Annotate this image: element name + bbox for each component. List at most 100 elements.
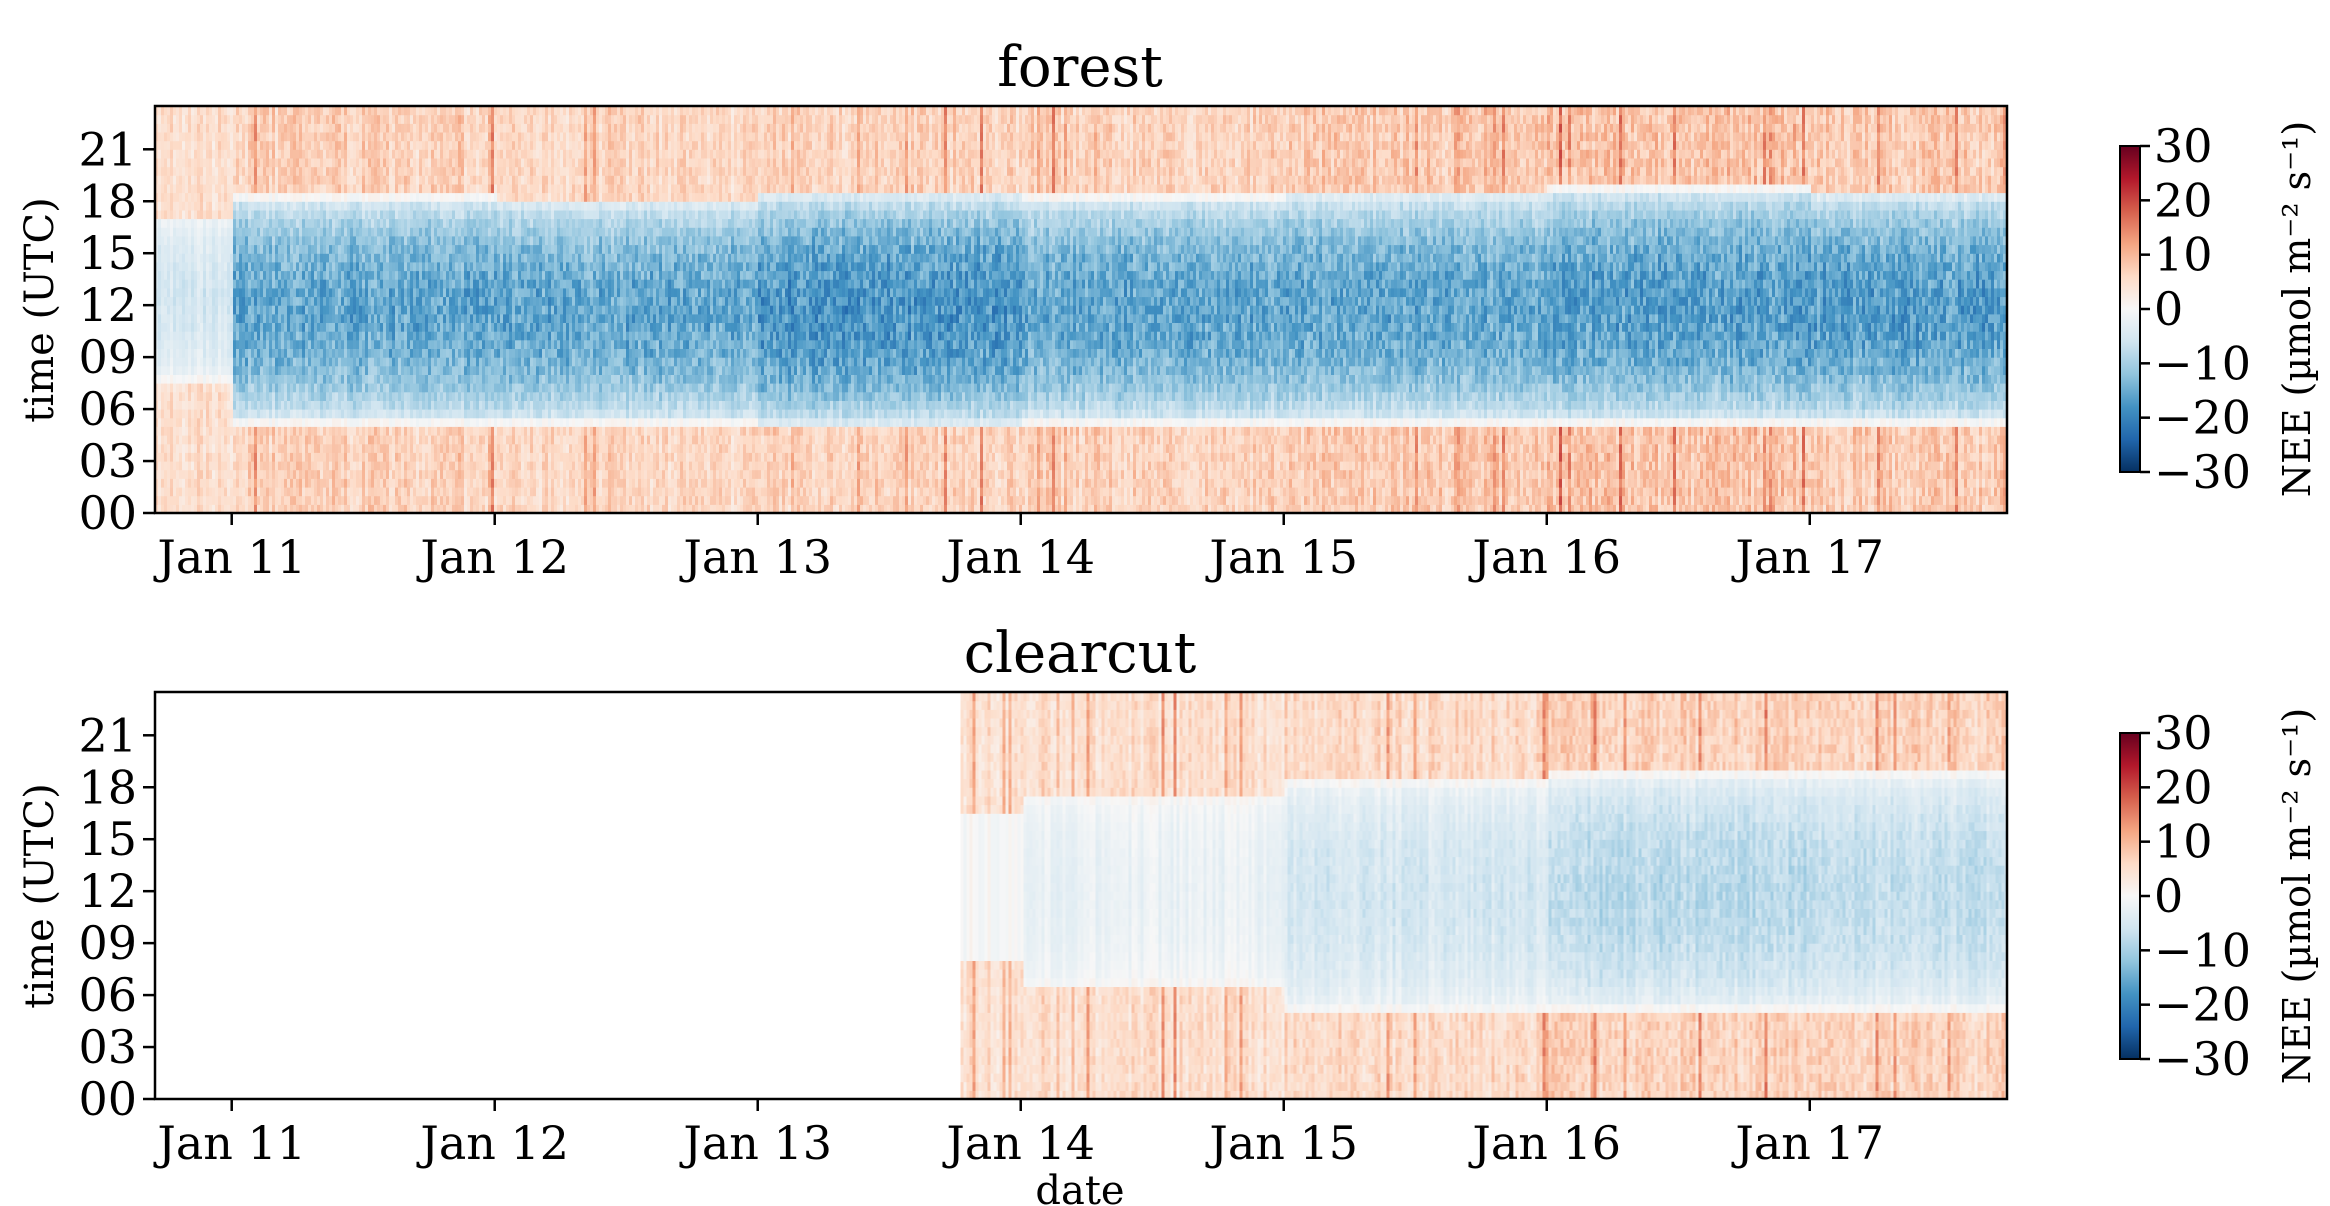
heatmap-cell	[266, 244, 270, 254]
heatmap-cell	[308, 227, 312, 237]
heatmap-cell	[353, 400, 357, 410]
heatmap-cell	[347, 305, 351, 315]
heatmap-cell	[242, 114, 246, 124]
heatmap-cell	[284, 443, 288, 453]
heatmap-cell	[458, 270, 462, 280]
heatmap-cell	[458, 504, 462, 514]
heatmap-cell	[356, 149, 360, 159]
heatmap-cell	[248, 253, 252, 263]
heatmap-cell	[260, 331, 264, 341]
heatmap-cell	[182, 331, 186, 341]
heatmap-cell	[221, 313, 225, 323]
heatmap-cell	[290, 123, 294, 133]
heatmap-cell	[176, 123, 180, 133]
heatmap-cell	[179, 132, 183, 142]
heatmap-cell	[233, 201, 237, 211]
heatmap-cell	[233, 313, 237, 323]
heatmap-cell	[296, 400, 300, 410]
heatmap-cell	[356, 426, 360, 436]
heatmap-cell	[449, 478, 453, 488]
heatmap-cell	[215, 331, 219, 341]
heatmap-cell	[272, 305, 276, 315]
heatmap-cell	[254, 391, 258, 401]
heatmap-cell	[272, 313, 276, 323]
heatmap-cell	[302, 218, 306, 228]
heatmap-cell	[155, 495, 159, 505]
heatmap-cell	[293, 287, 297, 298]
heatmap-cell	[224, 183, 228, 194]
heatmap-cell	[290, 469, 294, 479]
heatmap-cell	[407, 227, 411, 237]
heatmap-cell	[173, 158, 177, 168]
heatmap-cell	[221, 140, 225, 150]
heatmap-cell	[284, 227, 288, 237]
heatmap-cell	[413, 443, 417, 453]
heatmap-cell	[287, 227, 291, 237]
heatmap-cell	[200, 209, 204, 220]
heatmap-cell	[359, 227, 363, 237]
heatmap-cell	[386, 261, 390, 272]
heatmap-cell	[266, 504, 270, 514]
heatmap-cell	[164, 140, 168, 150]
heatmap-cell	[263, 287, 267, 298]
heatmap-cell	[410, 313, 414, 323]
heatmap-cell	[452, 409, 456, 419]
heatmap-cell	[179, 209, 183, 220]
heatmap-cell	[368, 426, 372, 436]
heatmap-cell	[275, 331, 279, 341]
heatmap-cell	[308, 504, 312, 514]
heatmap-cell	[203, 313, 207, 323]
heatmap-cell	[317, 322, 321, 332]
heatmap-cell	[254, 478, 258, 488]
heatmap-cell	[347, 495, 351, 505]
heatmap-cell	[167, 348, 171, 358]
heatmap-cell	[278, 461, 282, 471]
heatmap-cell	[449, 218, 453, 228]
heatmap-cell	[158, 123, 162, 133]
heatmap-cell	[167, 504, 171, 514]
heatmap-cell	[464, 287, 468, 298]
heatmap-cell	[155, 417, 159, 427]
heatmap-cell	[176, 461, 180, 471]
heatmap-cell	[164, 383, 168, 393]
heatmap-cell	[263, 461, 267, 471]
heatmap-cell	[383, 140, 387, 150]
heatmap-cell	[296, 140, 300, 150]
heatmap-cell	[341, 339, 345, 349]
heatmap-cell	[158, 132, 162, 142]
heatmap-cell	[440, 166, 444, 176]
heatmap-cell	[365, 183, 369, 194]
heatmap-cell	[176, 487, 180, 497]
heatmap-cell	[206, 296, 210, 306]
heatmap-cell	[347, 357, 351, 367]
heatmap-cell	[206, 339, 210, 349]
heatmap-cell	[311, 357, 315, 367]
heatmap-cell	[461, 183, 465, 194]
heatmap-cell	[278, 305, 282, 315]
heatmap-cell	[293, 357, 297, 367]
heatmap-cell	[380, 201, 384, 211]
heatmap-cell	[428, 504, 432, 514]
heatmap-cell	[158, 140, 162, 150]
heatmap-cell	[290, 504, 294, 514]
heatmap-cell	[230, 435, 234, 445]
heatmap-cell	[425, 391, 429, 401]
heatmap-cell	[230, 140, 234, 150]
heatmap-cell	[398, 114, 402, 124]
heatmap-cell	[353, 253, 357, 263]
heatmap-cell	[365, 357, 369, 367]
heatmap-cell	[389, 244, 393, 254]
heatmap-cell	[413, 106, 417, 116]
heatmap-cell	[356, 374, 360, 384]
heatmap-cell	[275, 114, 279, 124]
heatmap-cell	[419, 313, 423, 323]
heatmap-cell	[356, 106, 360, 116]
heatmap-cell	[395, 261, 399, 272]
heatmap-cell	[284, 391, 288, 401]
heatmap-cell	[392, 348, 396, 358]
heatmap-cell	[311, 495, 315, 505]
heatmap-cell	[455, 322, 459, 332]
heatmap-cell	[194, 175, 198, 185]
heatmap-cell	[329, 209, 333, 220]
heatmap-cell	[386, 132, 390, 142]
